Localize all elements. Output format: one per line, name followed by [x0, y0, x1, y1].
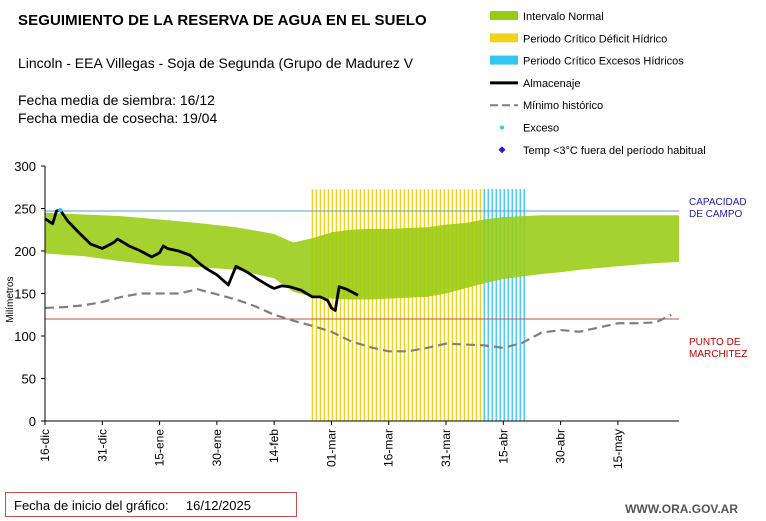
- x-tick-label: 30-abr: [554, 429, 568, 464]
- harvest-date: Fecha media de cosecha: 19/04: [18, 110, 218, 126]
- series-lines: [44, 208, 672, 353]
- x-tick-label: 01-mar: [324, 429, 338, 467]
- location-crop-subtitle: Lincoln - EEA Villegas - Soja de Segunda…: [18, 55, 414, 71]
- y-tick-label: 50: [22, 372, 36, 387]
- x-tick-label: 15-may: [611, 429, 625, 469]
- legend: Intervalo Normal Periodo Crítico Déficit …: [490, 11, 706, 157]
- legend-label-storage: Almacenaje: [523, 78, 580, 90]
- reference-label: PUNTO DE: [689, 337, 741, 348]
- y-tick-label: 150: [14, 287, 36, 302]
- min-historic-line: [44, 288, 672, 353]
- x-tick-label: 15-abr: [496, 429, 510, 464]
- x-tick-label: 16-mar: [382, 429, 396, 467]
- normal-interval-band: [45, 212, 679, 300]
- reference-label: CAPACIDAD: [689, 197, 747, 208]
- legend-swatch-excess: [490, 55, 518, 65]
- y-tick-label: 0: [29, 414, 36, 429]
- legend-swatch-normal: [490, 11, 518, 20]
- y-tick-label: 250: [14, 202, 36, 217]
- x-tick-label: 30-ene: [210, 429, 224, 467]
- legend-label-temp_dot: Temp <3°C fuera del período habitual: [523, 145, 706, 157]
- legend-label-min: Mínimo histórico: [523, 100, 603, 112]
- legend-swatch-deficit: [490, 33, 518, 43]
- x-tick-label: 31-mar: [439, 429, 453, 467]
- legend-label-excess_dot: Exceso: [523, 123, 559, 135]
- x-tick-label: 15-ene: [153, 429, 167, 467]
- normal-interval-area: [45, 212, 679, 300]
- chart-start-date-box: Fecha de inicio del gráfico: 16/12/2025: [5, 492, 297, 517]
- chart-title: SEGUIMIENTO DE LA RESERVA DE AGUA EN EL …: [18, 12, 427, 29]
- legend-swatch-temp_dot: [498, 146, 506, 154]
- x-tick-label: 14-feb: [267, 429, 281, 463]
- y-tick-label: 100: [14, 329, 36, 344]
- y-axis-label: Milímetros: [5, 276, 16, 322]
- axes: 0 50 100 150 200 250 300 16-dic 31-dic 15-ene 30-e…: [5, 159, 679, 469]
- y-tick-label: 200: [14, 244, 36, 259]
- website-link[interactable]: WWW.ORA.GOV.AR: [625, 502, 738, 516]
- x-tick-label: 16-dic: [38, 429, 52, 462]
- x-tick-label: 31-dic: [95, 429, 109, 462]
- excess-point: [58, 208, 63, 213]
- start-date-label: Fecha de inicio del gráfico:: [14, 498, 169, 513]
- storage-line: [44, 208, 359, 312]
- start-date-value: 16/12/2025: [185, 498, 251, 513]
- legend-label-normal: Intervalo Normal: [523, 11, 604, 23]
- sowing-date: Fecha media de siembra: 16/12: [18, 92, 215, 108]
- reference-label: DE CAMPO: [689, 209, 743, 220]
- legend-label-excess: Periodo Crítico Excesos Hídricos: [523, 56, 684, 68]
- y-tick-label: 300: [14, 159, 36, 174]
- legend-swatch-excess_dot: [500, 125, 504, 130]
- reference-label: MARCHITEZ: [689, 349, 747, 360]
- legend-label-deficit: Periodo Crítico Déficit Hídrico: [523, 33, 667, 45]
